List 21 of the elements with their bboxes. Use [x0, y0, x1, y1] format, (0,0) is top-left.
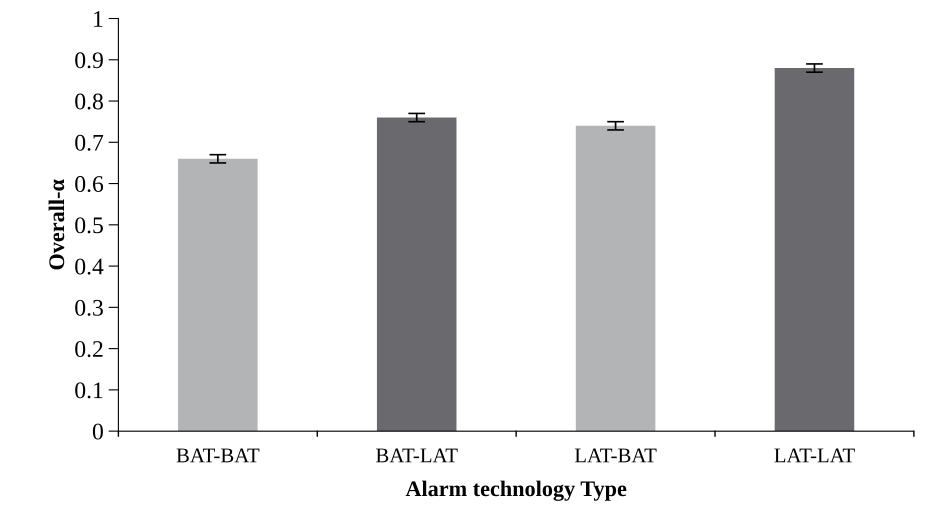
bar	[376, 118, 456, 432]
y-tick-label: 1	[94, 11, 102, 27]
y-tick-label: 0	[92, 424, 103, 440]
y-tick-label: 0.2	[75, 341, 103, 358]
y-axis-title: Overall-α	[48, 179, 64, 270]
y-tick-label: 0.3	[75, 300, 103, 316]
x-axis-title: Alarm technology Type	[406, 480, 626, 501]
y-tick-label: 0.4	[75, 258, 104, 275]
y-tick-label: 0.8	[75, 94, 103, 110]
x-tick-label: LAT-BAT	[574, 448, 657, 462]
y-tick-label: 0.5	[75, 217, 103, 234]
y-tick-label: 0.6	[75, 176, 104, 192]
bar	[774, 68, 854, 432]
x-tick-label: LAT-LAT	[774, 448, 855, 462]
y-tick-label: 0.7	[75, 134, 104, 151]
bar	[178, 158, 258, 432]
y-tick-label: 0.1	[75, 382, 102, 398]
x-tick-label: BAT-LAT	[376, 448, 458, 462]
bar	[576, 126, 656, 432]
x-tick-label: BAT-BAT	[176, 448, 260, 462]
y-tick-label: 0.9	[75, 52, 103, 68]
